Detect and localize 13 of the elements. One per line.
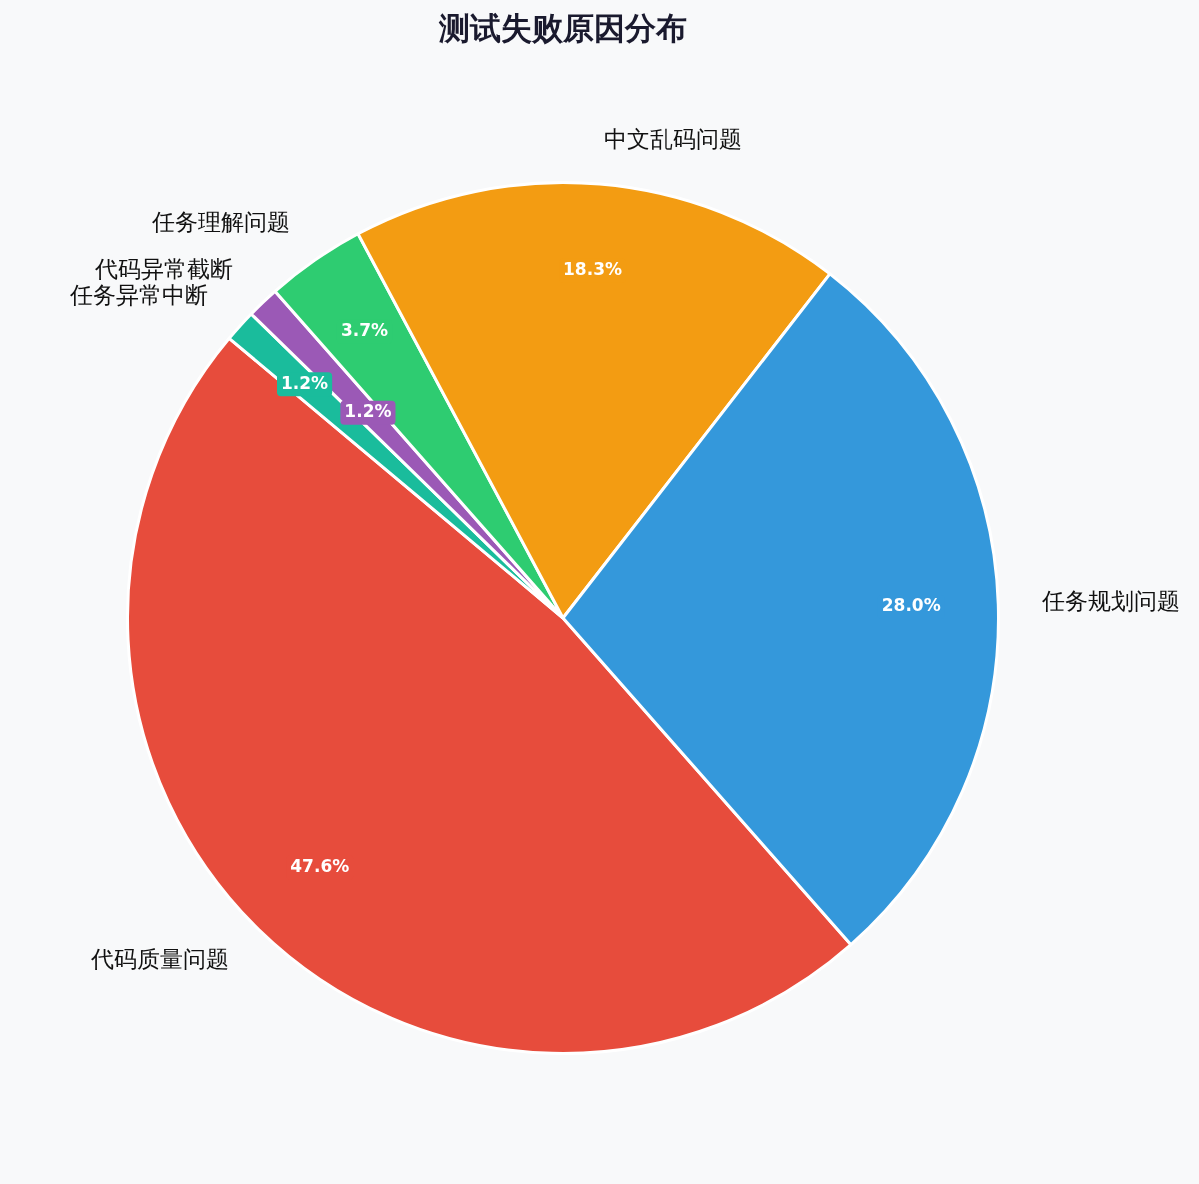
data-label: 18.3% [563,259,623,280]
data-label: 1.2% [281,372,329,393]
data-label: 1.2% [344,401,392,422]
slice-label: 任务异常中断 [68,281,208,308]
data-label: 28.0% [881,595,941,616]
slice-label: 代码异常截断 [93,255,233,282]
slice-label: 代码质量问题 [89,945,229,972]
slice-label: 任务理解问题 [151,209,291,236]
slice-label: 任务规划问题 [1040,587,1180,614]
data-label: 47.6% [290,855,350,876]
data-label: 3.7% [340,320,389,341]
chart-title: 测试失败原因分布 [438,10,687,47]
slice-label: 中文乱码问题 [603,125,742,152]
